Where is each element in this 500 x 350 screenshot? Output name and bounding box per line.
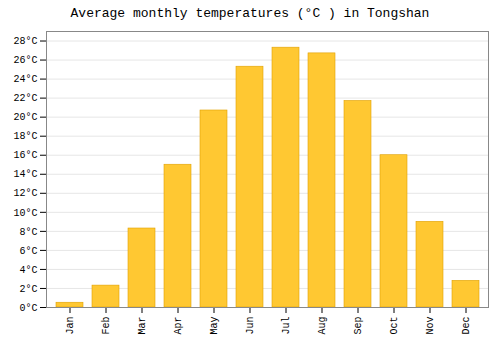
svg-text:May: May — [209, 317, 220, 335]
svg-text:Jan: Jan — [65, 317, 76, 335]
html-text:Average monthly temperatures (: Average monthly temperatures (°C ) in To… — [70, 6, 430, 21]
svg-text:24°C: 24°C — [13, 74, 37, 85]
svg-text:Nov: Nov — [425, 317, 436, 335]
svg-text:10°C: 10°C — [13, 208, 37, 219]
svg-text:Sep: Sep — [353, 317, 364, 335]
svg-text:Apr: Apr — [173, 317, 184, 335]
svg-text:18°C: 18°C — [13, 131, 37, 142]
svg-text:Feb: Feb — [101, 317, 112, 335]
svg-text:26°C: 26°C — [13, 55, 37, 66]
svg-text:Dec: Dec — [461, 317, 472, 335]
svg-text:20°C: 20°C — [13, 112, 37, 123]
svg-text:2°C: 2°C — [19, 284, 37, 295]
svg-text:16°C: 16°C — [13, 150, 37, 161]
svg-text:Jul: Jul — [281, 317, 292, 335]
svg-text:28°C: 28°C — [13, 36, 37, 47]
svg-text:4°C: 4°C — [19, 265, 37, 276]
svg-text:Oct: Oct — [389, 317, 400, 335]
svg-text:8°C: 8°C — [19, 227, 37, 238]
svg-text:Aug: Aug — [317, 317, 328, 335]
svg-text:6°C: 6°C — [19, 246, 37, 257]
svg-text:22°C: 22°C — [13, 93, 37, 104]
svg-text:Jun: Jun — [245, 317, 256, 335]
svg-text:0°C: 0°C — [19, 303, 37, 314]
svg-text:Mar: Mar — [137, 317, 148, 335]
svg-text:12°C: 12°C — [13, 188, 37, 199]
svg-text:14°C: 14°C — [13, 169, 37, 180]
